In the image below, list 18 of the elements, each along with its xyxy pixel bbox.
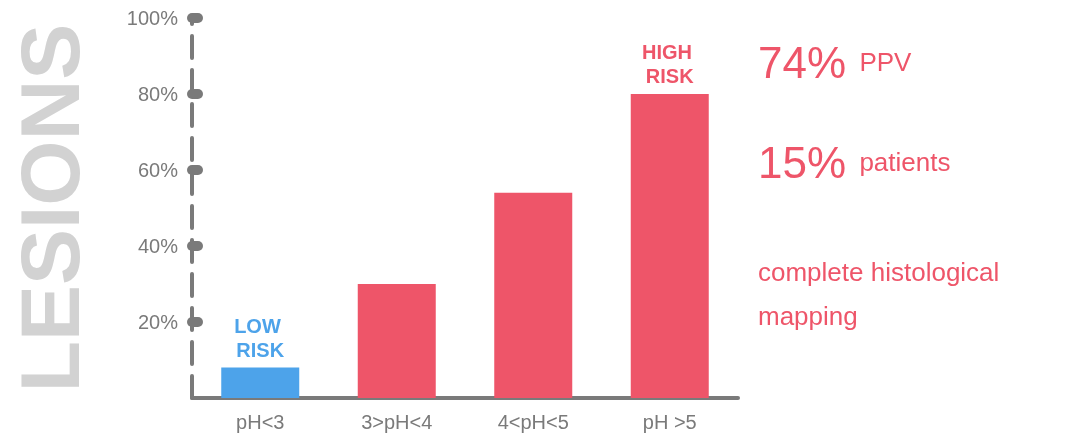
bar: [494, 192, 573, 398]
y-tick-label: 40%: [137, 235, 179, 257]
x-tick-label: pH<3: [236, 411, 285, 433]
y-tick-label: 80%: [137, 83, 179, 105]
annotation: HIGH RISK: [641, 41, 698, 87]
bar: [630, 94, 709, 398]
text: 74% PPV: [758, 37, 913, 87]
x-tick-label: 3>pH<4: [361, 411, 433, 433]
annotation: LOW RISK: [234, 314, 287, 361]
y-tick-label: 100%: [126, 7, 179, 29]
text: complete histological mapping: [758, 257, 1007, 331]
x-tick-label: pH >5: [642, 411, 697, 433]
bar: [357, 284, 436, 398]
x-tick-label: 4<pH<5: [497, 411, 569, 433]
bar: [221, 367, 300, 398]
y-tick-label: 60%: [137, 159, 179, 181]
text: 15% patients: [758, 137, 951, 187]
y-tick-label: 20%: [137, 311, 179, 333]
